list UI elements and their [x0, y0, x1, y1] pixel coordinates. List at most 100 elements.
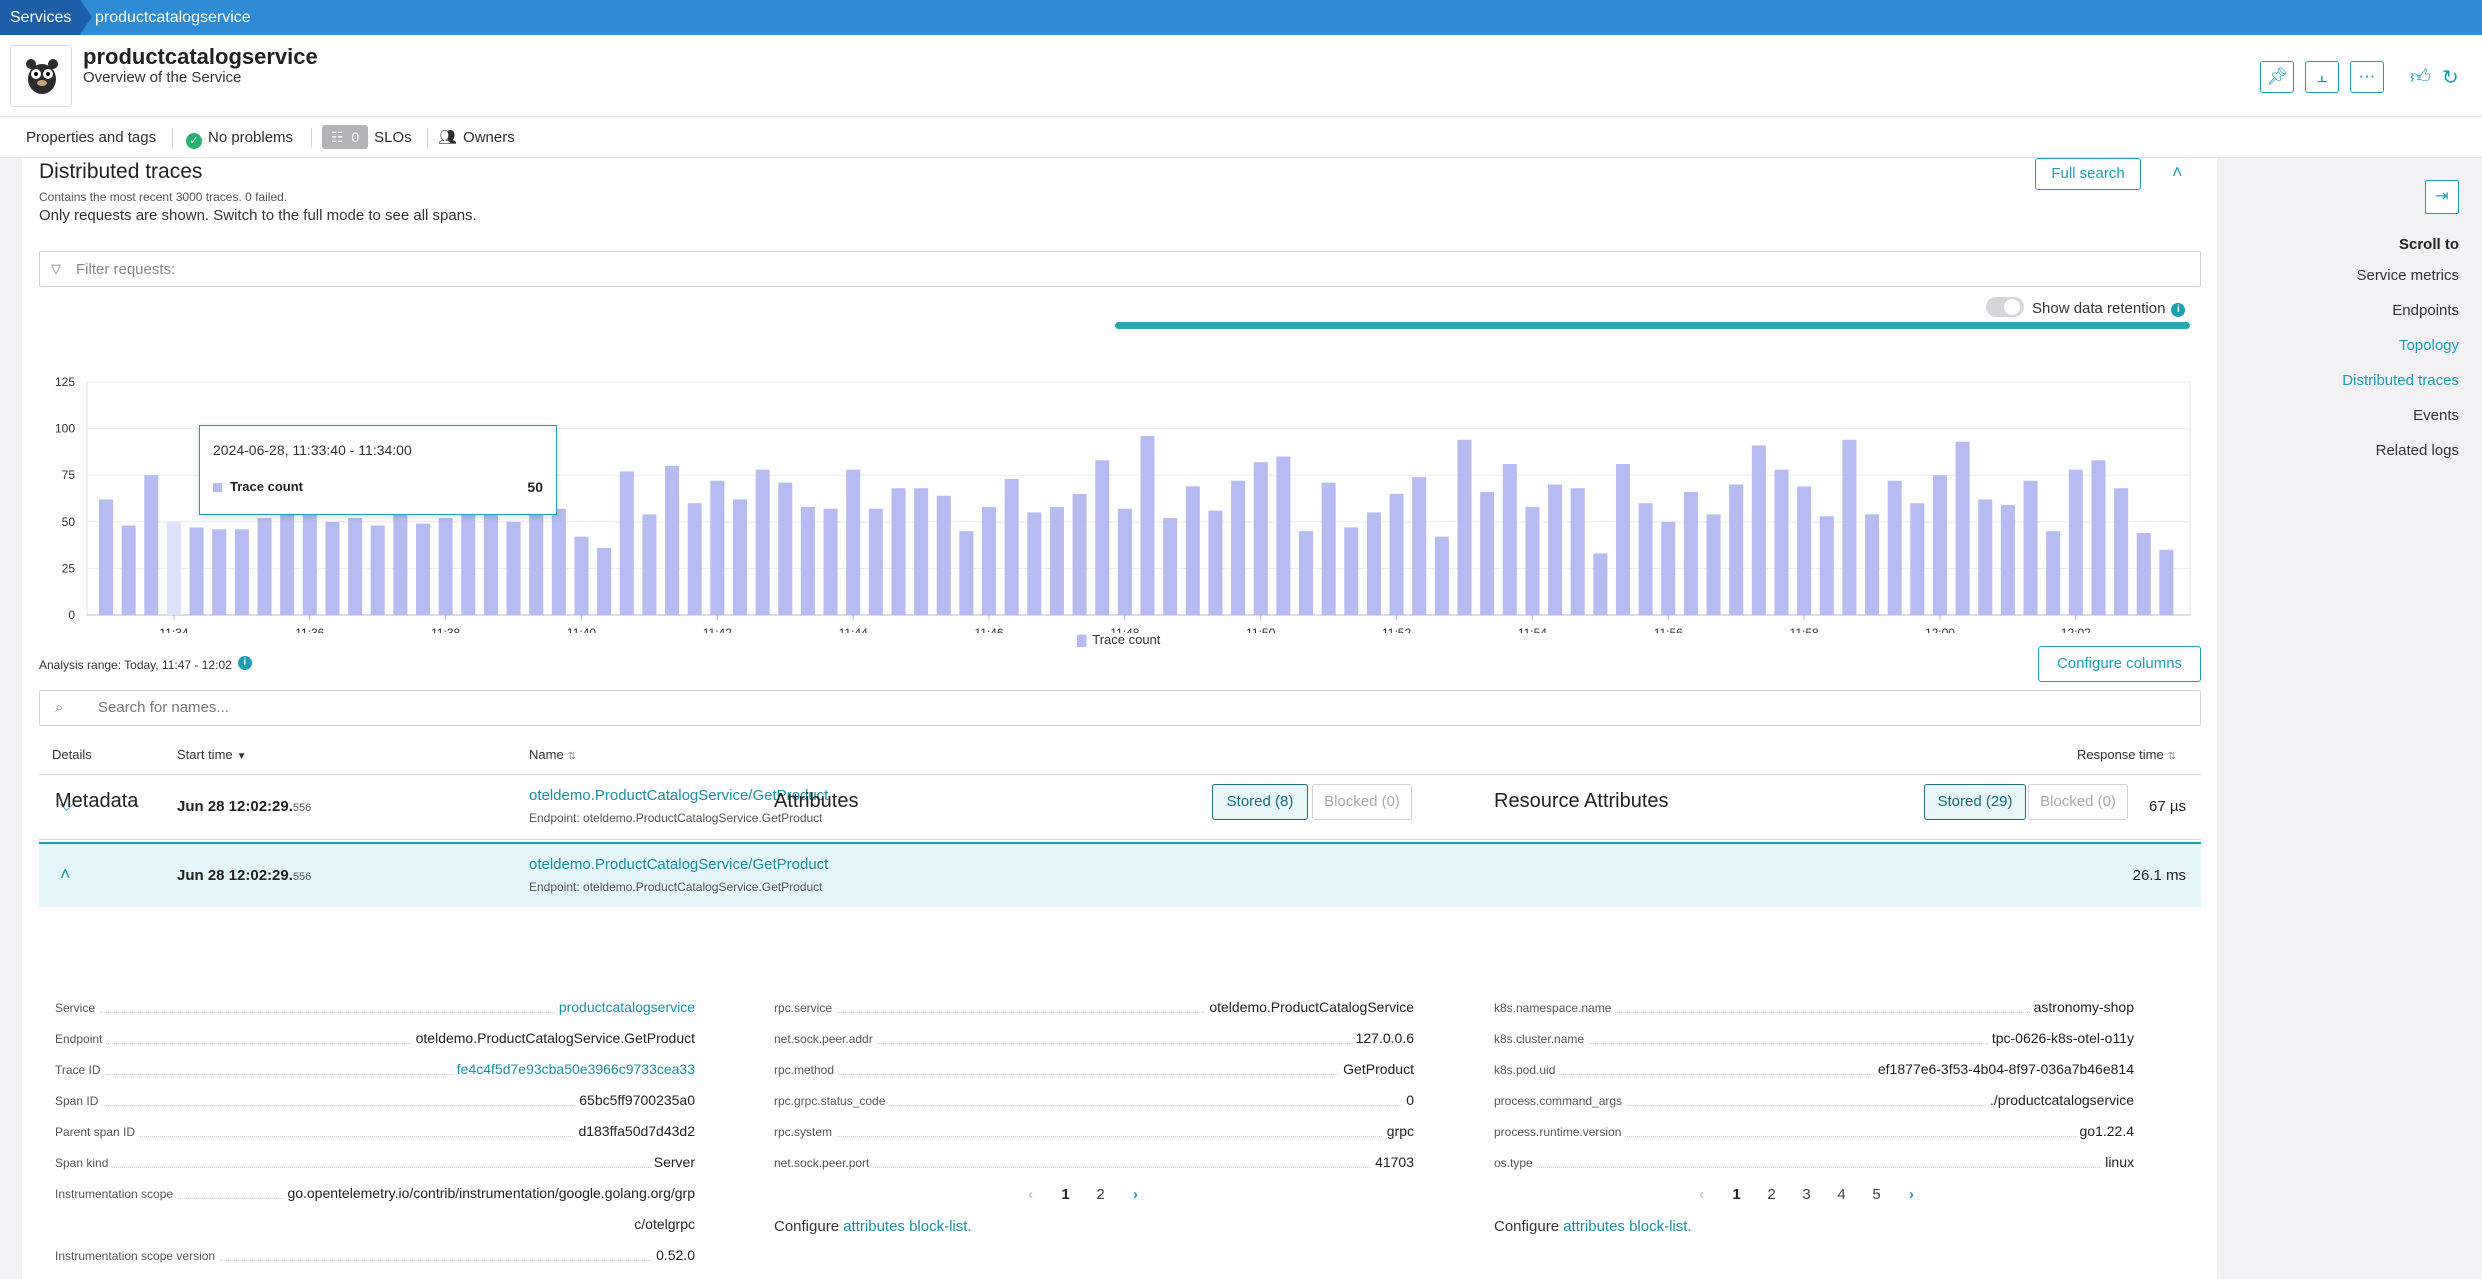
page-2[interactable]: 2 [1096, 1186, 1105, 1203]
chart-bar[interactable] [1887, 480, 1902, 615]
chart-bar[interactable] [1231, 480, 1246, 615]
chart-bar[interactable] [1615, 464, 1631, 615]
chart-bar[interactable] [687, 503, 702, 615]
chart-bar[interactable] [619, 471, 634, 615]
page-3[interactable]: 3 [1802, 1186, 1811, 1203]
chart-bar[interactable] [325, 521, 340, 615]
owners-link[interactable]: 👥︎ Owners [438, 118, 515, 158]
resource-blocked-tab[interactable]: Blocked (0) [2028, 784, 2128, 820]
chart-bar[interactable] [2068, 469, 2083, 615]
filter-requests-input[interactable]: ▽ Filter requests: [39, 251, 2201, 287]
chevron-down-icon[interactable]: ⌵ [60, 795, 74, 815]
chart-bar[interactable] [2136, 532, 2151, 615]
chevron-up-icon[interactable]: ˄ [60, 864, 71, 884]
chart-bar[interactable] [1548, 484, 1563, 615]
chart-bar[interactable] [846, 469, 861, 615]
show-data-retention-toggle[interactable] [1986, 297, 2024, 317]
kv-value[interactable]: fe4c4f5d7e93cba50e3966c9733cea33 [452, 1061, 695, 1077]
chart-bar[interactable] [982, 506, 997, 615]
chart-bar[interactable] [2091, 460, 2106, 615]
problems-status[interactable]: ✓ No problems [186, 118, 293, 158]
chart-bar[interactable] [2046, 531, 2061, 615]
row-request-name[interactable]: oteldemo.ProductCatalogService/GetProduc… [529, 787, 829, 804]
chart-legend[interactable]: ▇ Trace count [1077, 632, 1160, 647]
chart-bar[interactable] [2000, 505, 2015, 615]
chart-bar[interactable] [1683, 491, 1698, 615]
slos-status[interactable]: ☷ 0 SLOs [322, 118, 412, 158]
table-row-expanded[interactable]: ˄ Jun 28 12:02:29.556 oteldemo.ProductCa… [39, 842, 2201, 907]
chart-bar[interactable] [1457, 439, 1472, 615]
chart-bar[interactable] [189, 527, 204, 615]
chart-bar[interactable] [597, 547, 612, 615]
more-options-button[interactable]: ⋯ [2350, 61, 2384, 93]
chart-bar[interactable] [868, 508, 883, 615]
chart-bar[interactable] [1593, 553, 1608, 615]
collapse-section-icon[interactable]: ˄ [2172, 162, 2183, 182]
chart-bar[interactable] [1344, 527, 1359, 615]
chart-bar[interactable] [234, 529, 249, 615]
chart-bar[interactable] [1163, 518, 1178, 615]
page-1[interactable]: 1 [1732, 1186, 1741, 1203]
chart-bar[interactable] [280, 506, 295, 615]
next-page-icon[interactable]: › [1133, 1186, 1138, 1203]
chart-bar[interactable] [1434, 536, 1449, 615]
chart-bar[interactable] [823, 508, 838, 615]
trace-count-chart[interactable]: 0 25 50 75 100 125 11:34 11:36 11:38 11:40 11:42 11… [22, 343, 2217, 633]
chart-bar[interactable] [959, 531, 974, 615]
chart-bar[interactable] [144, 475, 159, 615]
chart-bar[interactable] [438, 518, 453, 615]
chart-bar[interactable] [393, 512, 408, 615]
pin-button[interactable]: 📌︎ [2260, 61, 2294, 93]
chart-bar[interactable] [212, 529, 227, 615]
chart-bar[interactable] [1729, 484, 1744, 615]
chart-bar[interactable] [1525, 506, 1540, 615]
chart-bar[interactable] [642, 514, 657, 615]
chart-bar[interactable] [1366, 512, 1381, 615]
chart-bar[interactable] [1095, 460, 1110, 615]
chart-bar[interactable] [732, 499, 747, 615]
chart-bar[interactable] [1004, 478, 1019, 615]
chart-bar[interactable] [99, 499, 114, 615]
chart-bar[interactable] [551, 508, 566, 615]
chart-bar[interactable] [415, 523, 431, 615]
row-request-name[interactable]: oteldemo.ProductCatalogService/GetProduc… [529, 856, 829, 873]
breadcrumb-services[interactable]: Services [0, 0, 92, 35]
chart-bar[interactable] [1638, 503, 1653, 615]
scroll-to-service-metrics[interactable]: Service metrics [2356, 267, 2459, 284]
resource-stored-tab[interactable]: Stored (29) [1924, 784, 2026, 820]
column-header-response-time[interactable]: Response time ⇅ [2077, 747, 2176, 762]
chart-bar[interactable] [257, 518, 272, 615]
chart-bar[interactable] [1502, 464, 1517, 615]
chart-bar[interactable] [2114, 488, 2129, 615]
chart-bar[interactable] [1661, 521, 1676, 615]
chart-bar[interactable] [1910, 503, 1925, 615]
scroll-to-topology[interactable]: Topology [2398, 337, 2459, 354]
chart-bar[interactable] [574, 536, 589, 615]
chart-bar[interactable] [1751, 445, 1766, 615]
attributes-block-list-link[interactable]: attributes block-list. [843, 1218, 972, 1235]
chart-bar[interactable] [1412, 477, 1427, 615]
chart-bar[interactable] [2023, 480, 2038, 615]
chart-bar[interactable] [529, 510, 544, 615]
prev-page-icon[interactable]: ‹ [1028, 1186, 1033, 1203]
refresh-icon[interactable]: ↻ [2442, 67, 2459, 89]
chart-bar[interactable] [778, 482, 793, 615]
chart-bar[interactable] [1865, 514, 1880, 615]
info-icon[interactable]: i [237, 656, 252, 670]
column-header-start-time[interactable]: Start time ▼ [177, 747, 247, 762]
chart-bar[interactable] [1706, 514, 1721, 615]
kv-value[interactable]: productcatalogservice [554, 999, 695, 1015]
chart-bar[interactable] [121, 525, 136, 615]
search-names-input[interactable]: ⌕ Search for names... [39, 690, 2201, 726]
collapse-sidebar-icon[interactable]: ⇥ [2425, 180, 2459, 214]
table-row[interactable]: ⌵ Jun 28 12:02:29.556 oteldemo.ProductCa… [39, 775, 2201, 840]
chart-bar[interactable] [166, 521, 181, 615]
chart-bar[interactable] [1480, 491, 1495, 615]
chart-bar[interactable] [1570, 488, 1585, 615]
chart-bar[interactable] [710, 480, 725, 615]
chart-bar[interactable] [665, 465, 680, 615]
chart-bar[interactable] [2159, 549, 2174, 615]
next-page-icon[interactable]: › [1909, 1186, 1914, 1203]
full-search-button[interactable]: Full search [2035, 158, 2141, 190]
chart-bar[interactable] [914, 488, 929, 615]
